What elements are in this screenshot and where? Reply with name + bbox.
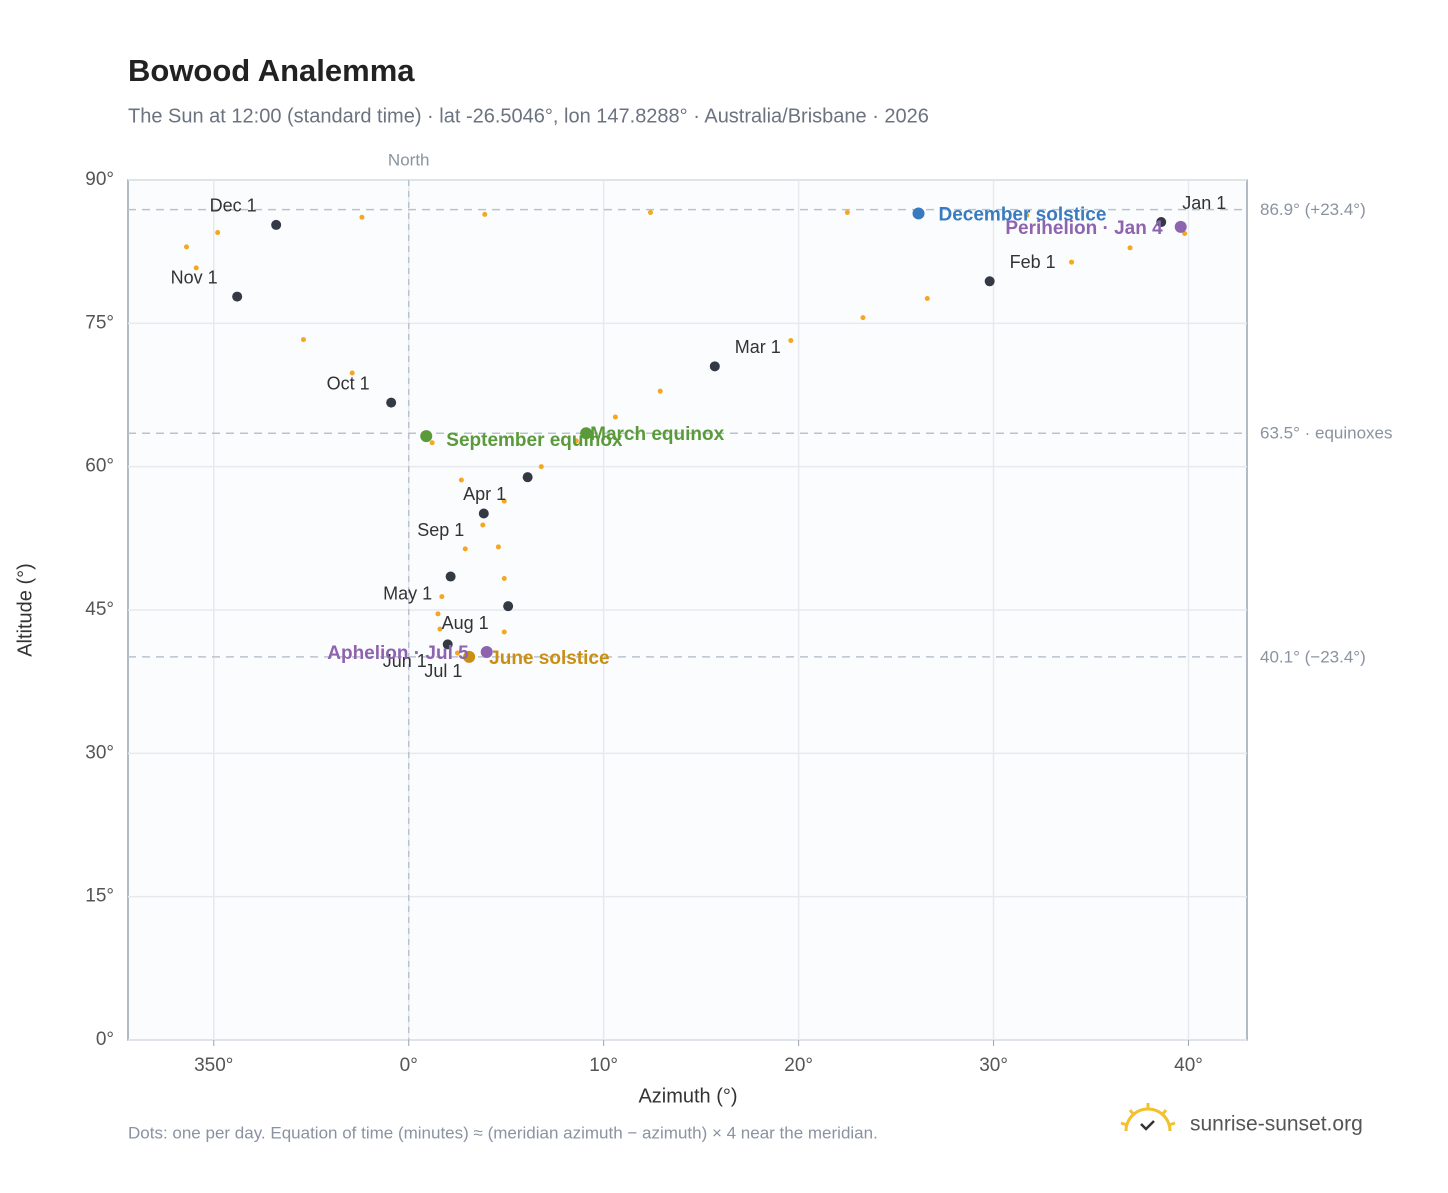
y-tick-label: 90° bbox=[85, 169, 114, 190]
day-dot bbox=[300, 337, 306, 343]
x-tick-label: 350° bbox=[194, 1055, 233, 1076]
event-dot bbox=[480, 646, 493, 659]
event-dot bbox=[912, 207, 925, 220]
day-dot bbox=[349, 370, 355, 376]
month-dot bbox=[503, 601, 514, 612]
event-dot bbox=[1174, 220, 1187, 233]
x-tick-label: 0° bbox=[400, 1055, 418, 1076]
month-label: Aug 1 bbox=[442, 613, 489, 633]
month-dot bbox=[232, 291, 243, 302]
day-dot bbox=[501, 629, 507, 635]
day-dot bbox=[435, 611, 441, 617]
day-dot bbox=[462, 546, 468, 552]
event-label: March equinox bbox=[590, 424, 725, 445]
x-axis-title: Azimuth (°) bbox=[638, 1085, 737, 1107]
month-label: May 1 bbox=[383, 583, 432, 603]
day-dot bbox=[482, 211, 488, 217]
month-dot bbox=[522, 472, 533, 483]
month-label: Apr 1 bbox=[463, 484, 506, 504]
day-dot bbox=[1182, 231, 1188, 237]
day-dot bbox=[480, 522, 486, 528]
day-dot bbox=[429, 440, 435, 446]
month-label: Nov 1 bbox=[171, 267, 218, 287]
day-dot bbox=[1127, 245, 1133, 251]
meridian-label: North bbox=[388, 150, 430, 169]
day-dot bbox=[924, 295, 930, 301]
day-dot bbox=[439, 594, 445, 600]
day-dot bbox=[860, 315, 866, 321]
day-dot bbox=[573, 438, 579, 444]
reference-label: 63.5° · equinoxes bbox=[1260, 424, 1393, 443]
day-dot bbox=[359, 214, 365, 220]
chart-title: Bowood Analemma bbox=[128, 53, 415, 88]
event-label: June solstice bbox=[489, 648, 609, 669]
y-tick-label: 75° bbox=[85, 312, 114, 333]
y-tick-label: 60° bbox=[85, 456, 114, 477]
day-dot bbox=[183, 244, 189, 250]
day-dot bbox=[1024, 212, 1030, 218]
day-dot bbox=[454, 650, 460, 656]
y-tick-label: 0° bbox=[96, 1029, 114, 1050]
chart-subtitle: The Sun at 12:00 (standard time) · lat -… bbox=[128, 105, 929, 127]
day-dot bbox=[844, 209, 850, 215]
reference-label: 40.1° (−23.4°) bbox=[1260, 647, 1366, 666]
day-dot bbox=[1069, 259, 1075, 265]
month-label: Jun 1 bbox=[383, 651, 427, 671]
event-dot bbox=[463, 650, 476, 663]
month-dot bbox=[478, 508, 489, 519]
reference-label: 86.9° (+23.4°) bbox=[1260, 200, 1366, 219]
event-dot bbox=[580, 427, 593, 440]
event-label: September equinox bbox=[446, 430, 623, 451]
brand: sunrise-sunset.org bbox=[1190, 1113, 1363, 1136]
day-dot bbox=[501, 498, 507, 504]
event-label: Perihelion · Jan 4 bbox=[1005, 218, 1163, 239]
day-dot bbox=[458, 477, 464, 483]
month-label: Mar 1 bbox=[735, 337, 781, 357]
day-dot bbox=[788, 338, 794, 344]
event-label: December solstice bbox=[939, 204, 1107, 225]
brand-logo bbox=[1120, 1103, 1176, 1132]
month-dot bbox=[1156, 217, 1167, 228]
day-dot bbox=[495, 544, 501, 550]
day-dot bbox=[647, 209, 653, 215]
month-label: Jan 1 bbox=[1182, 193, 1226, 213]
y-axis-title: Altitude (°) bbox=[14, 563, 36, 657]
day-dot bbox=[538, 464, 544, 470]
x-tick-label: 10° bbox=[589, 1055, 618, 1076]
y-tick-label: 30° bbox=[85, 742, 114, 763]
month-dot bbox=[445, 571, 456, 582]
event-label: Aphelion · Jul 5 bbox=[327, 643, 469, 664]
day-dot bbox=[215, 230, 221, 236]
day-dot bbox=[657, 388, 663, 394]
y-tick-label: 45° bbox=[85, 599, 114, 620]
month-label: Jul 1 bbox=[424, 661, 462, 681]
day-dot bbox=[612, 414, 618, 420]
x-tick-label: 30° bbox=[979, 1055, 1008, 1076]
day-dot bbox=[501, 575, 507, 581]
day-dot bbox=[193, 265, 199, 271]
day-dot bbox=[437, 626, 443, 632]
x-tick-label: 20° bbox=[784, 1055, 813, 1076]
month-label: Feb 1 bbox=[1010, 252, 1056, 272]
month-dot bbox=[386, 397, 397, 408]
event-dot bbox=[420, 430, 433, 443]
month-label: Dec 1 bbox=[210, 196, 257, 216]
month-dot bbox=[271, 219, 282, 230]
x-tick-label: 40° bbox=[1174, 1055, 1203, 1076]
y-tick-label: 15° bbox=[85, 886, 114, 907]
footnote: Dots: one per day. Equation of time (min… bbox=[128, 1123, 878, 1142]
month-dot bbox=[442, 639, 453, 650]
month-dot bbox=[709, 361, 720, 372]
month-label: Oct 1 bbox=[327, 373, 370, 393]
month-dot bbox=[984, 276, 995, 287]
month-label: Sep 1 bbox=[417, 520, 464, 540]
